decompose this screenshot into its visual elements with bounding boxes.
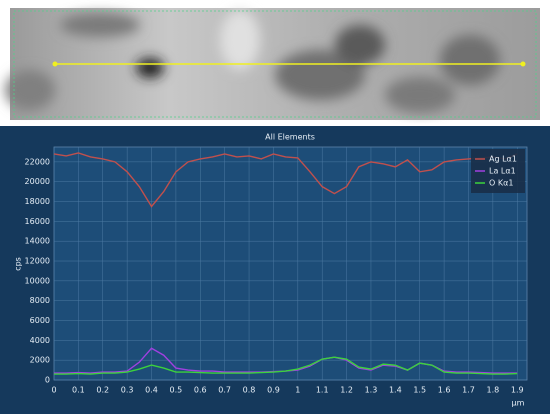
- y-tick-label: 20000: [25, 177, 50, 186]
- y-tick-label: 8000: [30, 296, 50, 305]
- data-line: [53, 152, 518, 208]
- x-tick-label: 0.6: [194, 386, 207, 395]
- x-tick-label: 0.9: [267, 386, 280, 395]
- y-tick-label: 12000: [25, 257, 50, 266]
- x-tick-label: 0.3: [121, 386, 134, 395]
- legend-label: O Kα1: [489, 179, 513, 188]
- y-tick-label: 2000: [30, 356, 50, 365]
- legend-label: La Lα1: [489, 167, 516, 176]
- x-tick-label: 0.7: [218, 386, 231, 395]
- x-tick-label: 0.5: [170, 386, 183, 395]
- y-tick-label: 4000: [30, 336, 50, 345]
- y-tick-label: 6000: [30, 316, 50, 325]
- x-tick-label: 0.4: [145, 386, 158, 395]
- y-tick-label: 18000: [25, 197, 50, 206]
- x-tick-label: 0.1: [72, 386, 85, 395]
- legend-label: Ag Lα1: [489, 155, 517, 164]
- x-tick-label: 0: [51, 386, 56, 395]
- x-tick-label: 1.2: [340, 386, 353, 395]
- y-tick-label: 22000: [25, 157, 50, 166]
- x-tick-label: 1: [295, 386, 300, 395]
- x-tick-label: 1.1: [316, 386, 329, 395]
- x-tick-label: 1.7: [462, 386, 475, 395]
- x-tick-label: 1.8: [486, 386, 499, 395]
- data-line: [54, 356, 518, 375]
- x-tick-label: 0.8: [243, 386, 256, 395]
- x-tick-label: 1.4: [389, 386, 402, 395]
- x-axis-label: µm: [512, 399, 525, 408]
- x-tick-label: 1.5: [413, 386, 426, 395]
- sem-image: [5, 8, 540, 120]
- y-tick-label: 0: [45, 376, 50, 385]
- y-axis-label: cps: [14, 257, 23, 271]
- x-tick-label: 1.9: [511, 386, 524, 395]
- y-tick-label: 14000: [25, 237, 50, 246]
- y-tick-label: 10000: [25, 276, 50, 285]
- x-tick-label: 1.6: [438, 386, 451, 395]
- x-tick-label: 1.3: [365, 386, 378, 395]
- y-tick-label: 16000: [25, 217, 50, 226]
- chart-title: All Elements: [265, 133, 315, 142]
- x-tick-label: 0.2: [96, 386, 109, 395]
